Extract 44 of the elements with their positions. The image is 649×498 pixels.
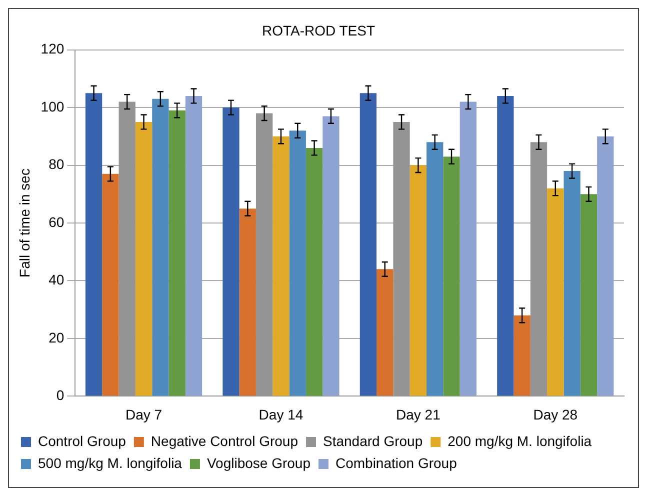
chart-title: ROTA-ROD TEST	[262, 22, 376, 38]
y-tick-label: 120	[40, 40, 64, 57]
bar	[152, 98, 169, 396]
bar	[306, 148, 323, 396]
bar	[514, 315, 530, 396]
y-tick-label: 40	[48, 272, 64, 288]
bar	[322, 116, 340, 396]
bar	[376, 269, 394, 396]
bar	[360, 93, 377, 396]
legend-label: Voglibose Group	[206, 454, 311, 471]
bar	[597, 136, 614, 396]
bar	[460, 102, 476, 396]
bar	[580, 194, 598, 396]
x-tick-label: Day 14	[258, 406, 304, 422]
y-tick-label: 0	[56, 387, 64, 404]
bar	[239, 208, 256, 396]
bar	[289, 130, 306, 396]
bar	[102, 174, 119, 396]
bar	[443, 156, 460, 396]
legend-label: Standard Group	[323, 432, 423, 449]
legend-label: 500 mg/kg M. longifolia	[38, 454, 182, 471]
y-axis-title: Fall of time in sec	[16, 168, 32, 278]
y-tick-label: 20	[48, 329, 64, 346]
y-tick-label: 100	[40, 98, 64, 114]
y-tick-label: 60	[48, 214, 64, 230]
y-tick-label: 80	[48, 156, 64, 172]
bar	[222, 108, 240, 396]
bar	[85, 93, 102, 396]
legend-label: Control Group	[38, 432, 126, 449]
bar	[272, 136, 290, 396]
x-tick-label: Day 28	[533, 406, 578, 422]
x-tick-label: Day 21	[396, 406, 441, 422]
bar	[564, 171, 580, 396]
bar	[426, 142, 444, 396]
legend-label: 200 mg/kg M. longifolia	[448, 432, 592, 449]
bar	[168, 110, 186, 396]
bar	[547, 188, 564, 396]
x-tick-label: Day 7	[125, 406, 162, 422]
bar	[185, 96, 202, 396]
bar	[135, 122, 152, 396]
bar	[410, 165, 427, 396]
legend-label: Negative Control Group	[150, 432, 298, 449]
legend-label: Combination Group	[335, 454, 458, 471]
bar	[497, 96, 514, 396]
